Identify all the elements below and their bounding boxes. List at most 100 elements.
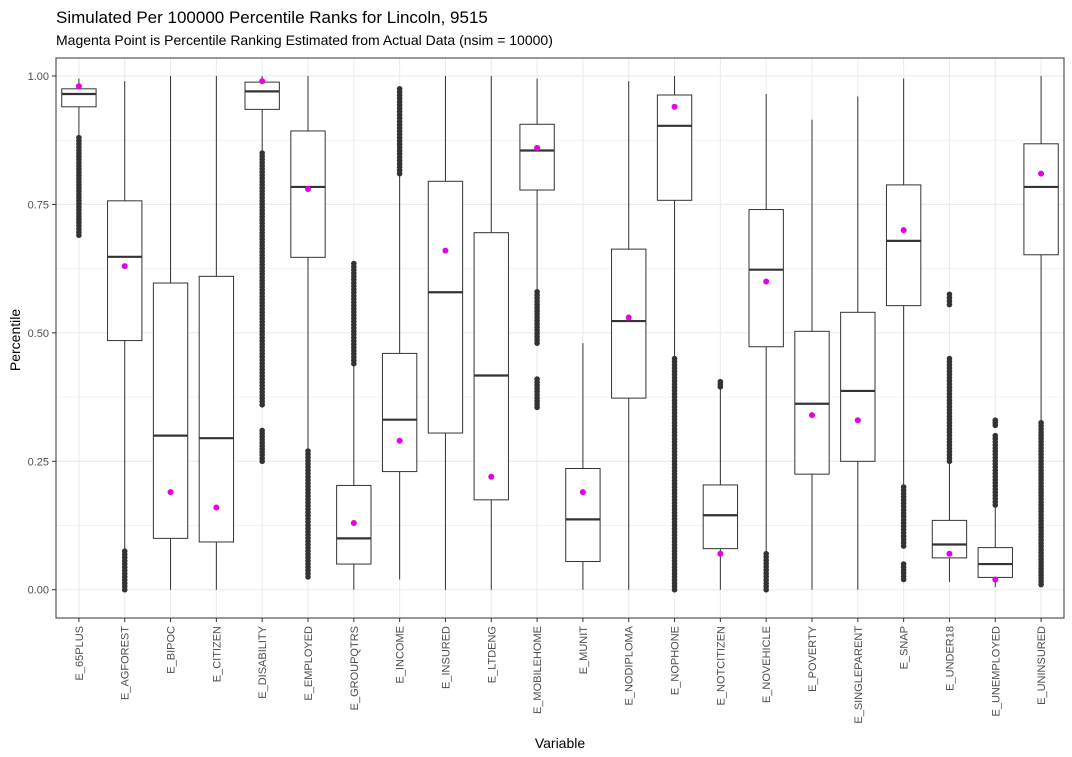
box-e-insured: [427, 75, 464, 590]
x-tick-label: E_SNAP: [899, 626, 911, 669]
box-iqr: [198, 275, 235, 543]
box-e-notcitizen: [702, 378, 739, 590]
outlier-point: [671, 355, 678, 362]
x-tick-label: E_NOTCITIZEN: [715, 626, 727, 706]
outlier-point: [76, 134, 82, 141]
box-e-65plus: [61, 78, 97, 239]
box-e-snap: [885, 78, 922, 583]
actual-value-point: [213, 504, 220, 511]
x-tick-label: E_POVERTY: [807, 625, 819, 691]
actual-value-point: [534, 144, 541, 151]
actual-value-point: [717, 550, 724, 557]
x-tick-label: E_MUNIT: [578, 626, 590, 675]
actual-value-point: [442, 247, 449, 254]
box-e-uninsured: [1023, 75, 1059, 588]
actual-value-point: [579, 489, 586, 496]
outlier-point: [396, 86, 403, 92]
chart-title: Simulated Per 100000 Percentile Ranks fo…: [56, 8, 488, 27]
x-tick-label: E_INSURED: [440, 626, 452, 689]
y-tick-label: 0.75: [28, 199, 49, 211]
outlier-point: [900, 484, 907, 490]
actual-value-point: [900, 227, 907, 234]
box-iqr: [565, 467, 601, 562]
actual-value-point: [671, 103, 678, 110]
actual-value-point: [259, 78, 266, 85]
x-tick-label: E_65PLUS: [74, 626, 86, 680]
outlier-point: [717, 378, 724, 385]
box-e-munit: [565, 343, 601, 590]
x-tick-label: E_CITIZEN: [211, 626, 223, 682]
actual-value-point: [763, 278, 770, 285]
actual-value-point: [350, 519, 357, 526]
actual-value-point: [854, 417, 861, 424]
boxes-group: [61, 75, 1059, 593]
box-e-novehicle: [748, 93, 784, 593]
outlier-point: [900, 561, 907, 567]
y-tick-label: 0.00: [28, 585, 49, 597]
outlier-point: [121, 548, 128, 555]
outlier-point: [305, 448, 311, 454]
outlier-point: [351, 260, 357, 267]
box-iqr: [61, 88, 97, 108]
x-axis: E_65PLUS E_AGFOREST E_BIPOC E_CITIZEN E_DISA…: [74, 618, 1048, 724]
x-tick-label: E_UNEMPLOYED: [990, 626, 1002, 717]
x-tick-label: E_NODIPLOMA: [624, 625, 636, 705]
actual-value-point: [625, 314, 632, 321]
outlier-point: [946, 355, 953, 362]
actual-value-point: [809, 412, 815, 419]
x-tick-label: E_INCOME: [395, 626, 407, 683]
box-iqr: [519, 123, 555, 191]
box-e-mobilehome: [519, 78, 555, 411]
y-axis-label: Percentile: [7, 309, 23, 371]
box-e-bipoc: [152, 75, 189, 590]
outlier-point: [763, 550, 769, 557]
x-tick-label: E_AGFOREST: [120, 626, 132, 700]
box-e-citizen: [198, 75, 235, 590]
box-iqr: [656, 94, 693, 201]
actual-value-point: [946, 550, 953, 557]
outlier-point: [946, 291, 953, 298]
box-iqr: [107, 200, 143, 342]
box-e-poverty: [794, 119, 830, 590]
box-iqr: [381, 352, 418, 473]
actual-value-point: [992, 576, 999, 583]
x-tick-label: E_BIPOC: [166, 626, 178, 674]
x-tick-label: E_EMPLOYED: [303, 626, 315, 701]
box-iqr: [977, 547, 1013, 578]
box-iqr: [702, 484, 739, 550]
x-tick-label: E_UNINSURED: [1036, 626, 1048, 705]
box-e-employed: [290, 75, 326, 580]
outlier-point: [1038, 419, 1044, 426]
box-iqr: [840, 311, 876, 462]
outlier-point: [259, 150, 265, 156]
plot-border: [55, 57, 1065, 619]
box-iqr: [152, 282, 189, 539]
box-iqr: [748, 209, 784, 348]
x-tick-label: E_DISABILITY: [257, 625, 269, 698]
box-iqr: [427, 180, 464, 434]
x-tick-label: E_LTDENG: [486, 626, 498, 683]
outlier-point: [534, 288, 540, 295]
box-e-groupqtrs: [336, 260, 372, 590]
box-iqr: [885, 184, 922, 307]
x-axis-label: Variable: [535, 735, 586, 751]
box-e-unemployed: [977, 417, 1013, 588]
actual-value-point: [75, 83, 82, 90]
chart-subtitle: Magenta Point is Percentile Ranking Esti…: [56, 32, 553, 48]
box-e-income: [381, 86, 418, 580]
box-iqr: [1023, 143, 1059, 256]
actual-value-point: [167, 489, 174, 496]
outlier-point: [992, 417, 999, 424]
box-iqr: [290, 130, 326, 258]
box-iqr: [473, 232, 509, 501]
box-e-disability: [244, 75, 280, 465]
box-e-agforest: [107, 81, 143, 593]
box-e-ltdeng: [473, 75, 509, 590]
box-e-nophone: [656, 75, 693, 593]
y-tick-label: 0.25: [28, 456, 49, 468]
y-tick-label: 1.00: [28, 71, 49, 83]
y-tick-label: 0.50: [28, 328, 49, 340]
x-tick-label: E_NOVEHICLE: [761, 626, 773, 703]
x-tick-label: E_GROUPQTRS: [349, 626, 361, 710]
